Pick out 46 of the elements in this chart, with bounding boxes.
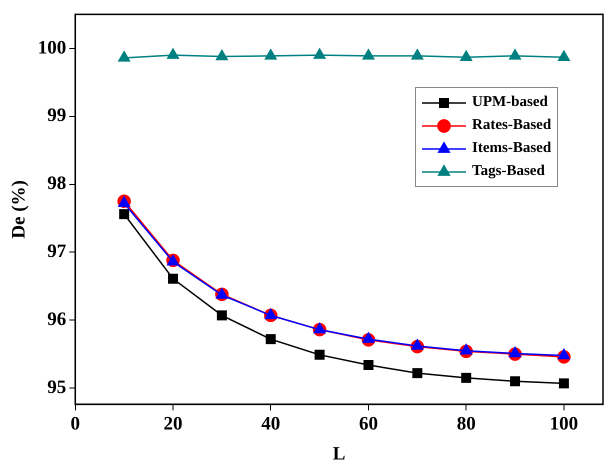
y-tick-label: 100: [38, 37, 66, 58]
legend-label: UPM-based: [472, 94, 548, 112]
point: [264, 308, 277, 320]
point: [558, 378, 569, 388]
x-tick-label: 80: [456, 414, 476, 435]
point: [460, 50, 472, 61]
point: [314, 322, 326, 334]
point: [509, 346, 521, 358]
y-tick-label: 97: [47, 241, 67, 262]
point: [118, 51, 130, 62]
point: [168, 274, 178, 284]
point: [363, 360, 374, 370]
point: [510, 376, 520, 386]
legend-label: Rates-Based: [472, 117, 552, 134]
y-tick-label: 98: [47, 173, 66, 194]
legend-label: Items-Based: [472, 140, 552, 158]
x-tick-label: 100: [550, 414, 578, 435]
point: [461, 372, 472, 383]
point: [362, 49, 374, 60]
point: [558, 348, 570, 360]
x-tick-label: 0: [70, 414, 80, 435]
point: [411, 339, 424, 350]
point: [412, 368, 422, 378]
point: [216, 288, 228, 299]
x-tick-label: 40: [261, 414, 280, 435]
point: [314, 48, 326, 59]
point: [119, 209, 130, 220]
point: [216, 50, 228, 60]
point: [362, 332, 374, 343]
x-axis-title: L: [332, 444, 346, 465]
x-tick-label: 20: [164, 414, 183, 435]
point: [509, 49, 521, 60]
y-tick-label: 96: [47, 309, 66, 330]
point: [167, 48, 179, 59]
point: [264, 49, 277, 60]
point: [558, 50, 570, 61]
y-tick-label: 99: [47, 105, 66, 126]
point: [460, 344, 472, 354]
y-axis-title: De (%): [8, 180, 30, 239]
x-tick-label: 60: [358, 414, 378, 435]
point: [411, 49, 424, 60]
point: [266, 334, 276, 344]
point: [314, 350, 325, 360]
y-tick-label: 95: [47, 377, 66, 398]
point: [216, 310, 227, 320]
legend-label: Tags-Based: [472, 163, 545, 180]
